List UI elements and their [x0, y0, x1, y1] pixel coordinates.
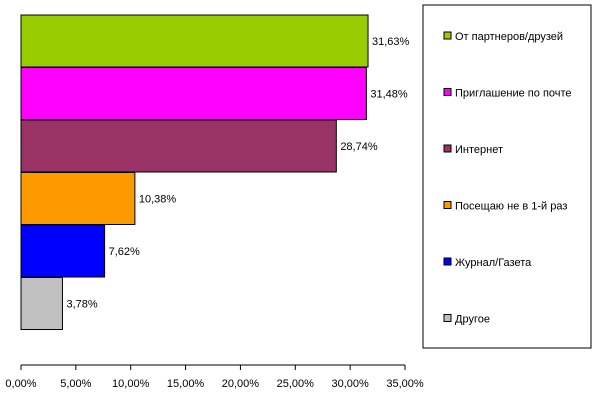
- bar-value-label: 31,63%: [372, 36, 410, 48]
- x-tick-label: 35,00%: [386, 378, 424, 390]
- legend-swatch: [443, 31, 452, 40]
- legend-swatch: [443, 257, 452, 266]
- legend-swatch: [443, 314, 452, 322]
- bar-value-label: 31,48%: [370, 89, 408, 101]
- bar-value-label: 28,74%: [340, 141, 378, 153]
- bar-3: [20, 119, 337, 173]
- bar-1: [20, 14, 369, 68]
- x-tick-label: 0,00%: [5, 378, 36, 390]
- bar-value-label: 3,78%: [66, 299, 97, 311]
- x-tick-label: 10,00%: [112, 378, 150, 390]
- legend-label: Другое: [455, 314, 490, 326]
- legend-label: Посещаю не в 1-й раз: [455, 201, 567, 213]
- x-tick-label: 5,00%: [60, 378, 91, 390]
- x-tick-label: 20,00%: [222, 378, 260, 390]
- legend-swatch: [443, 88, 452, 96]
- bar-value-label: 7,62%: [109, 246, 140, 258]
- bar-value-label: 10,38%: [139, 194, 177, 206]
- legend-box: [422, 4, 592, 349]
- x-axis-ticks: 0,00% 5,00% 10,00% 15,00% 20,00% 25,00% 30,00%…: [5, 365, 424, 390]
- legend-label: Журнал/Газета: [455, 257, 532, 269]
- bar-6: [20, 277, 63, 330]
- legend: От партнеров/друзей Приглашение по почте И…: [443, 31, 572, 326]
- legend-label: Приглашение по почте: [455, 88, 572, 100]
- bar-5: [20, 224, 106, 278]
- bars-layer: 31,63% 31,48% 28,74% 10,38% 7,62% 3,78%: [20, 14, 410, 330]
- x-tick-label: 25,00%: [277, 378, 315, 390]
- bar-4: [20, 172, 136, 225]
- legend-label: От партнеров/друзей: [455, 31, 563, 43]
- legend-label: Интернет: [455, 144, 503, 156]
- legend-swatch: [443, 201, 452, 209]
- x-tick-label: 30,00%: [331, 378, 369, 390]
- x-tick-label: 15,00%: [167, 378, 205, 390]
- legend-swatch: [443, 144, 452, 153]
- bar-2: [20, 67, 367, 120]
